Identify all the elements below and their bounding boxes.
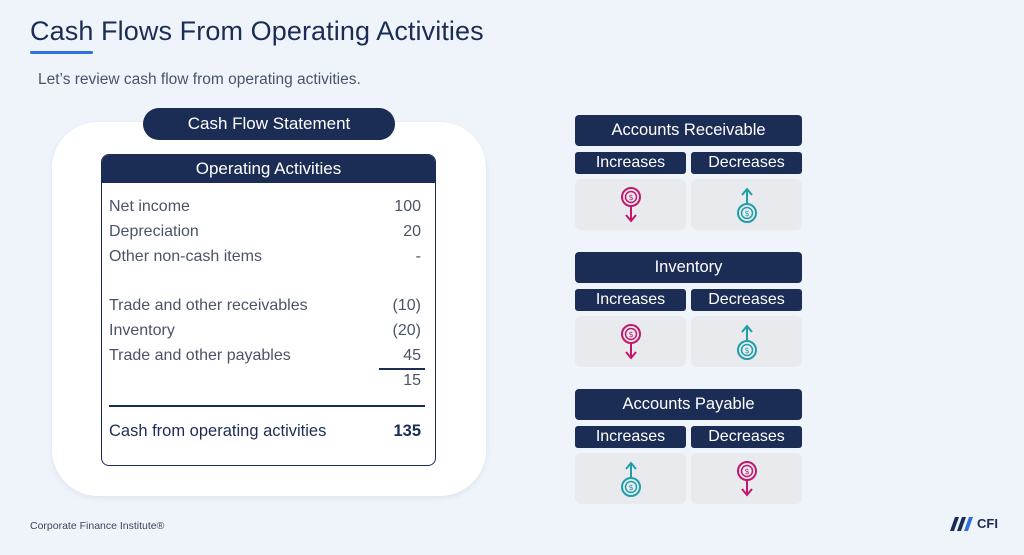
increases-label: Increases [575, 289, 686, 311]
statement-row: Other non-cash items - [109, 245, 421, 269]
group-title-accounts-payable: Accounts Payable [575, 389, 802, 420]
row-value: 100 [394, 198, 421, 215]
row-label: Other non-cash items [109, 248, 262, 265]
statement-row: Inventory (20) [109, 319, 421, 343]
increases-label: Increases [575, 152, 686, 174]
row-label: Trade and other payables [109, 347, 291, 364]
title-underline [30, 51, 93, 54]
cash-down-icon: $ [620, 186, 641, 223]
row-value: 45 [403, 347, 421, 364]
svg-text:$: $ [628, 483, 633, 492]
operating-activities-panel: Operating Activities Net income 100 Depr… [101, 154, 436, 466]
statement-title: Cash Flow Statement [143, 108, 395, 140]
statement-row: Trade and other receivables (10) [109, 294, 421, 318]
cfi-logo-icon [950, 516, 973, 531]
decreases-label: Decreases [691, 152, 802, 174]
row-value: (10) [392, 297, 421, 314]
page-title: Cash Flows From Operating Activities [30, 16, 484, 46]
cash-up-icon: $ [736, 186, 757, 223]
icon-box: $ [575, 453, 686, 504]
icon-box: $ [575, 316, 686, 367]
cash-down-icon: $ [620, 323, 641, 360]
operating-activities-heading: Operating Activities [102, 155, 435, 183]
row-value: (20) [392, 322, 421, 339]
cfi-logo: CFI [950, 516, 998, 531]
cash-down-icon: $ [736, 460, 757, 497]
decreases-label: Decreases [691, 426, 802, 448]
row-label: Net income [109, 198, 190, 215]
decreases-label: Decreases [691, 289, 802, 311]
total-rule [109, 405, 425, 407]
row-label: Trade and other receivables [109, 297, 308, 314]
icon-box: $ [691, 453, 802, 504]
icon-box: $ [691, 179, 802, 230]
total-label: Cash from operating activities [109, 421, 327, 440]
svg-text:$: $ [628, 193, 633, 202]
row-label: Depreciation [109, 223, 199, 240]
cash-up-icon: $ [620, 460, 641, 497]
svg-text:$: $ [628, 330, 633, 339]
subtotal-value: 15 [403, 372, 421, 389]
total-value: 135 [393, 421, 421, 440]
row-label: Inventory [109, 322, 175, 339]
statement-row: Trade and other payables 45 [109, 344, 421, 368]
icon-box: $ [691, 316, 802, 367]
row-value: - [415, 248, 421, 265]
footer-copyright: Corporate Finance Institute® [30, 520, 165, 532]
cfi-logo-text: CFI [977, 516, 998, 531]
cash-up-icon: $ [736, 323, 757, 360]
subtotal-rule [379, 368, 425, 370]
statement-row: Net income 100 [109, 195, 421, 219]
svg-text:$: $ [744, 467, 749, 476]
increases-label: Increases [575, 426, 686, 448]
group-title-inventory: Inventory [575, 252, 802, 283]
row-value: 20 [403, 223, 421, 240]
svg-text:$: $ [744, 209, 749, 218]
icon-box: $ [575, 179, 686, 230]
subtotal-row: 15 [109, 369, 421, 393]
statement-row: Depreciation 20 [109, 220, 421, 244]
total-row: Cash from operating activities 135 [109, 418, 421, 444]
page-subtitle: Let’s review cash flow from operating ac… [38, 71, 361, 88]
svg-text:$: $ [744, 346, 749, 355]
group-title-accounts-receivable: Accounts Receivable [575, 115, 802, 146]
